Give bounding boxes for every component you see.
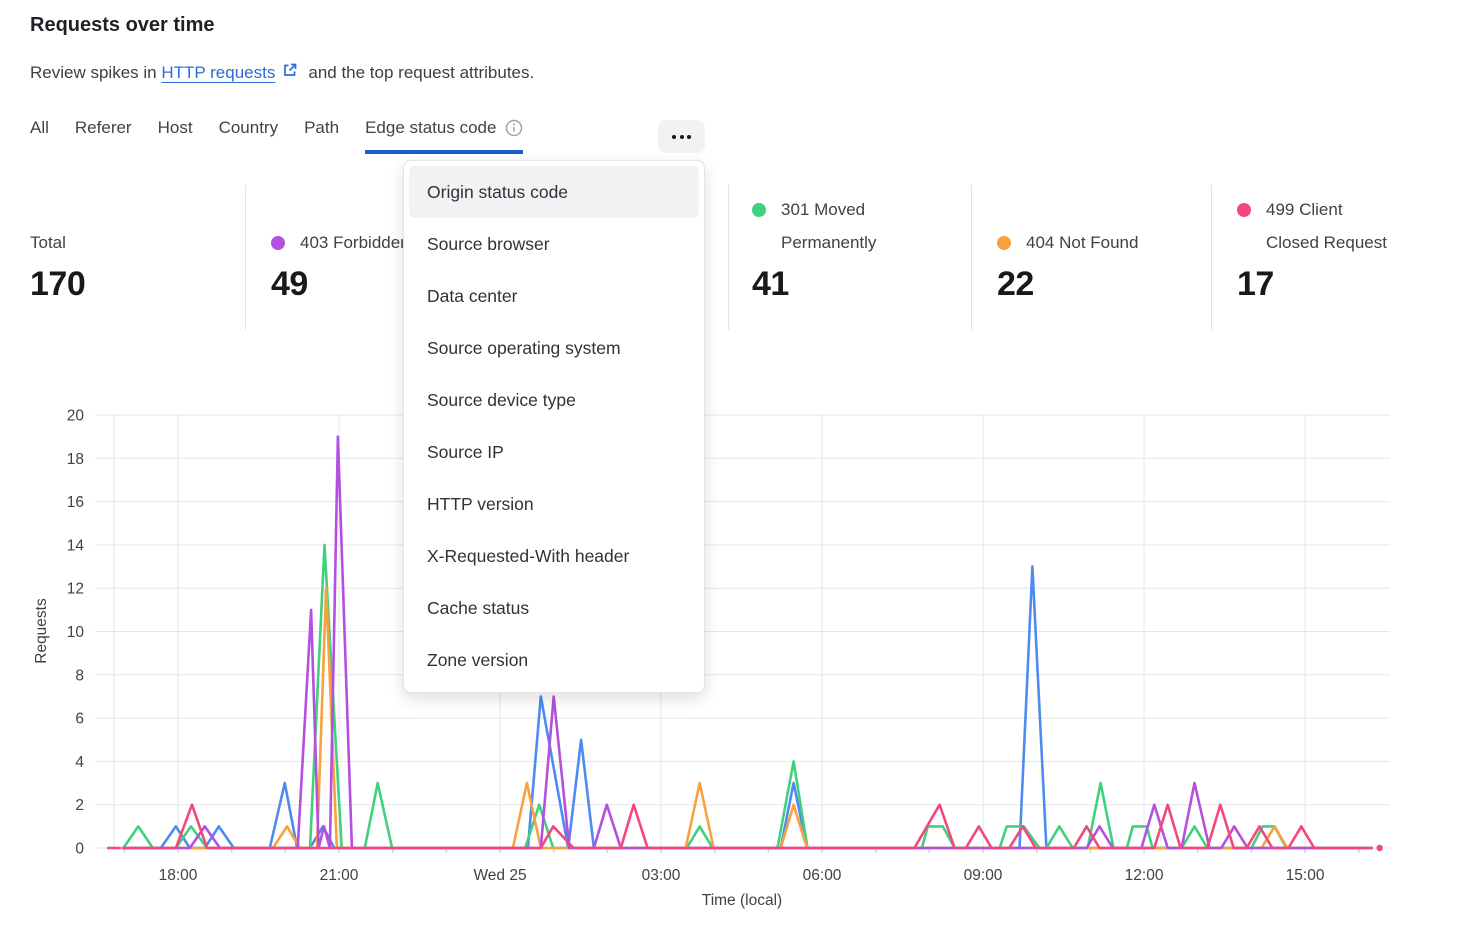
subtitle-suffix: and the top request attributes. [308, 62, 535, 82]
svg-text:12: 12 [67, 581, 84, 598]
svg-text:0: 0 [75, 841, 84, 858]
stat-value: 17 [1237, 265, 1274, 303]
svg-text:03:00: 03:00 [642, 867, 681, 884]
series-color-dot [997, 235, 1011, 250]
chart-series-blue [122, 565, 1373, 850]
x-axis-labels: 18:00 21:00 Wed 25 03:00 06:00 09:00 12:00 15:0… [159, 867, 1325, 884]
dropdown-item-http-version[interactable]: HTTP version [427, 494, 534, 514]
stat-value: 49 [271, 265, 308, 303]
stat-value: 22 [997, 265, 1034, 303]
tab-all[interactable]: All [30, 118, 49, 137]
stat-label: 404 Not Found [997, 197, 1138, 259]
ellipsis-icon [672, 134, 676, 139]
svg-text:18: 18 [67, 451, 84, 468]
svg-text:09:00: 09:00 [964, 867, 1003, 884]
more-tabs-button[interactable] [658, 120, 705, 153]
stat-label: 301 Moved Permanently [752, 197, 876, 259]
series-color-dot [752, 202, 766, 217]
subtitle-prefix: Review spikes in [30, 62, 157, 82]
y-axis-labels: 0 2 4 6 8 10 12 14 16 18 20 [67, 408, 85, 858]
attribute-dropdown: Origin status code Source browser Data cen… [403, 160, 705, 693]
svg-text:Wed 25: Wed 25 [473, 867, 526, 884]
stat-divider [728, 185, 729, 330]
dropdown-item-source-device-type[interactable]: Source device type [427, 390, 576, 410]
svg-text:10: 10 [67, 624, 85, 641]
svg-text:2: 2 [75, 797, 84, 814]
tab-country[interactable]: Country [218, 118, 279, 137]
dropdown-item-cache-status[interactable]: Cache status [427, 598, 530, 618]
stat-value: 41 [752, 265, 789, 303]
y-axis-title: Requests [33, 598, 50, 664]
chart-series-purple [122, 435, 1373, 850]
dropdown-item-data-center[interactable]: Data center [427, 286, 518, 306]
tab-host[interactable]: Host [157, 118, 193, 137]
svg-text:6: 6 [75, 711, 84, 728]
subtitle: Review spikes in HTTP requests and the t… [30, 62, 534, 83]
svg-text:15:00: 15:00 [1286, 867, 1325, 884]
chart-series-green [122, 543, 1373, 850]
svg-text:4: 4 [75, 754, 84, 771]
dropdown-item-origin-status-code[interactable]: Origin status code [409, 166, 699, 218]
svg-text:14: 14 [67, 537, 85, 554]
svg-text:16: 16 [67, 494, 84, 511]
info-icon[interactable] [505, 119, 523, 137]
attribute-tabs: All Referer Host Country Path Edge status cod… [30, 118, 524, 154]
svg-text:8: 8 [75, 667, 84, 684]
dropdown-item-source-ip[interactable]: Source IP [427, 442, 504, 462]
stat-divider [971, 185, 972, 330]
svg-text:06:00: 06:00 [803, 867, 842, 884]
series-color-dot [1237, 202, 1251, 217]
svg-text:18:00: 18:00 [159, 867, 198, 884]
stat-value: 170 [30, 265, 86, 303]
tab-edge-status-code[interactable]: Edge status code [365, 118, 524, 154]
stat-label: 499 Client Closed Request [1237, 197, 1387, 259]
page-title: Requests over time [30, 14, 215, 36]
http-requests-link[interactable]: HTTP requests [161, 62, 276, 82]
chart-series-pink [106, 803, 1383, 852]
chart-series-orange [122, 586, 1373, 850]
dropdown-item-x-requested-with-header[interactable]: X-Requested-With header [427, 546, 630, 566]
tab-path[interactable]: Path [304, 118, 340, 137]
dropdown-item-source-browser[interactable]: Source browser [427, 234, 550, 254]
dropdown-item-zone-version[interactable]: Zone version [427, 650, 529, 670]
chart-gridlines [95, 414, 1390, 849]
svg-text:12:00: 12:00 [1125, 867, 1164, 884]
stat-label: Total [30, 233, 66, 252]
series-color-dot [271, 235, 285, 250]
svg-text:20: 20 [67, 408, 85, 425]
minor-ticks [123, 848, 1360, 853]
stat-divider [1211, 185, 1212, 330]
dropdown-item-source-operating-system[interactable]: Source operating system [427, 338, 621, 358]
stat-divider [245, 185, 246, 330]
stats-row: Total 170 403 Forbidden 49 301 Moved Permanen… [0, 185, 1458, 333]
tab-referer[interactable]: Referer [74, 118, 132, 137]
x-axis-title: Time (local) [702, 892, 782, 909]
stat-label: 403 Forbidden [271, 197, 410, 259]
external-link-icon [282, 62, 298, 83]
svg-text:21:00: 21:00 [320, 867, 359, 884]
